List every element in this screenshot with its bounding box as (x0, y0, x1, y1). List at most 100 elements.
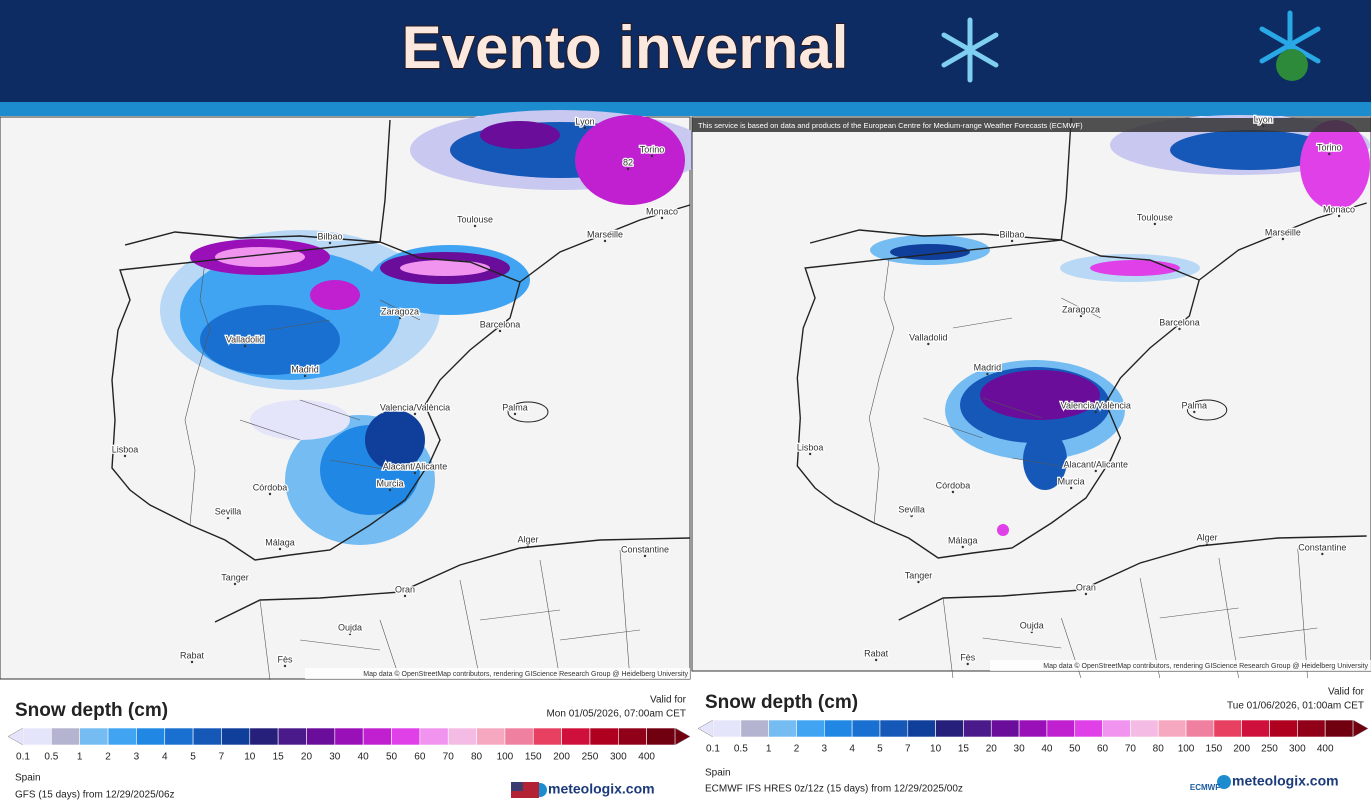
city-dot (660, 216, 664, 220)
service-notice: This service is based on data and produc… (698, 121, 1083, 130)
legend-swatch (164, 727, 194, 746)
legend-swatch (589, 727, 619, 746)
brand: meteologix.com (1232, 773, 1339, 789)
legend-level: 2 (794, 744, 800, 755)
model-run: ECMWF IFS HRES 0z/12z (15 days) from 12/… (705, 784, 963, 795)
city-label: Alger (1197, 532, 1218, 542)
city-label: Toulouse (457, 214, 493, 224)
city-label: Valladolid (909, 332, 947, 342)
city-dot (328, 241, 332, 245)
city-dot (808, 452, 812, 456)
city-dot (1337, 214, 1341, 218)
legend-level: 0.1 (706, 744, 720, 755)
city-dot (388, 488, 392, 492)
city-label: Barcelona (1159, 317, 1200, 327)
legend-swatch (1297, 719, 1326, 738)
legend-level: 0.5 (734, 744, 748, 755)
header-bar (0, 0, 1371, 102)
legend-swatch (447, 727, 477, 746)
city-dot (1094, 410, 1097, 414)
legend-level: 1 (77, 752, 83, 763)
legend-swatch (306, 727, 336, 746)
region: Spain (15, 773, 41, 784)
city-label: Alger (517, 534, 538, 544)
legend-level: 4 (849, 744, 855, 755)
legend-level: 100 (497, 752, 514, 763)
legend-swatch (221, 727, 251, 746)
city-dot (513, 412, 517, 416)
credit-bg (990, 660, 1371, 671)
city-labels: Lyon Torino 82 Monaco Toulouse Marseille Bilba… (110, 115, 679, 668)
city-label: Bilbao (317, 231, 342, 241)
legend-swatch (824, 719, 853, 738)
map-background (0, 116, 691, 680)
city-dot (626, 167, 630, 171)
legend-level: 60 (414, 752, 426, 763)
legend-level: 150 (1206, 744, 1223, 755)
city-dot (583, 126, 587, 130)
legend-swatch (532, 727, 562, 746)
city-dot (643, 554, 647, 558)
legend-level: 7 (219, 752, 225, 763)
legend-title: Snow depth (cm) (705, 692, 858, 713)
legend-swatch (192, 727, 222, 746)
city-label: Murcia (376, 478, 403, 488)
legend-level: 80 (471, 752, 483, 763)
model-run: GFS (15 days) from 12/29/2025/06z (15, 790, 175, 800)
city-dot (1010, 239, 1014, 243)
city-dot (278, 547, 282, 551)
city-label: Constantine (1298, 542, 1346, 552)
map-credit: Map data © OpenStreetMap contributors, r… (1043, 662, 1368, 670)
city-label: Rabat (864, 648, 889, 658)
notice-bar (692, 118, 1371, 132)
legend-level: 2 (105, 752, 111, 763)
city-label: Lisboa (797, 442, 824, 452)
legend-level: 10 (930, 744, 942, 755)
legend-level: 0.5 (44, 752, 58, 763)
legend-level: 40 (358, 752, 370, 763)
legend-swatch (107, 727, 137, 746)
city-dot (233, 582, 237, 586)
legend-swatch (907, 719, 936, 738)
legend-swatch (79, 727, 109, 746)
city-label: Torino (1317, 142, 1342, 152)
city-dot (1178, 327, 1181, 331)
city-label: Oujda (1020, 620, 1044, 630)
legend-swatch (646, 727, 676, 746)
map-panel: This service is based on data and produc… (691, 113, 1371, 679)
legend-level: 100 (1178, 744, 1195, 755)
city-label: Málaga (948, 535, 978, 545)
legend-level: 250 (582, 752, 599, 763)
legend-swatch (712, 719, 742, 738)
legend-swatch (618, 727, 647, 746)
legend-swatch (935, 719, 964, 738)
city-dot (398, 316, 402, 320)
legend-level: 200 (553, 752, 570, 763)
city-label: Sevilla (215, 506, 242, 516)
legend-title: Snow depth (cm) (15, 700, 168, 721)
city-dot (226, 516, 230, 520)
city-dot (283, 664, 287, 668)
city-dot (268, 492, 272, 496)
city-dot (1094, 469, 1097, 473)
city-label: Madrid (974, 362, 1002, 372)
legend-swatch (22, 727, 52, 746)
legend-arrow-start (7, 727, 24, 746)
city-dot (961, 545, 964, 549)
city-dot (1328, 152, 1331, 156)
title: Evento invernal (402, 14, 849, 81)
legend-swatch (963, 719, 992, 738)
legend-swatch (768, 719, 797, 738)
legend-level: 40 (1041, 744, 1053, 755)
city-label: Tanger (905, 570, 933, 580)
city-label: Córdoba (936, 480, 971, 490)
legend-level: 300 (1289, 744, 1306, 755)
city-label: Palma (502, 402, 528, 412)
legend-level: 5 (190, 752, 196, 763)
city-dot (1205, 542, 1209, 546)
legend-level: 50 (1069, 744, 1081, 755)
city-label: Oujda (338, 622, 362, 632)
flag-canton (511, 782, 523, 791)
